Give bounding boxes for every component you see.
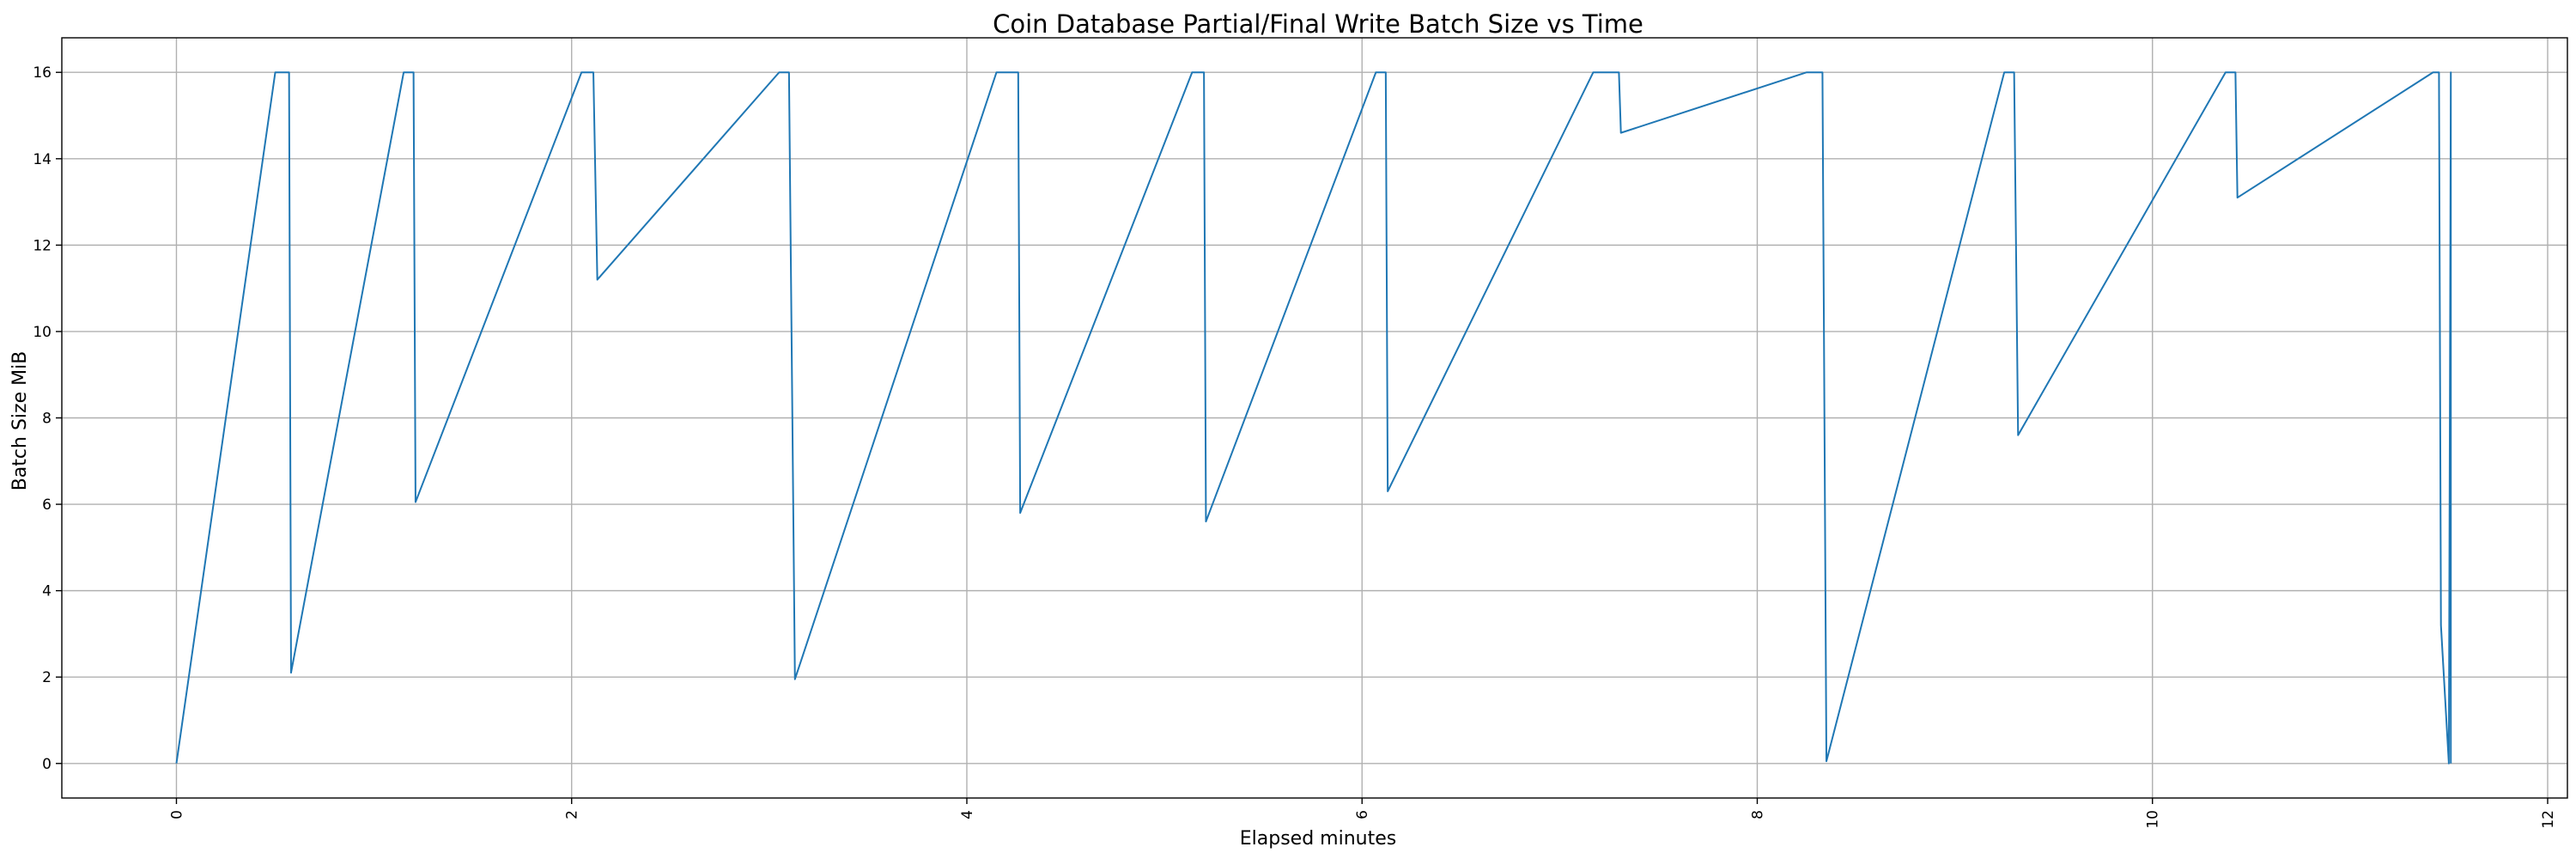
x-tick-label: 0 [168, 810, 185, 819]
x-tick-label: 6 [1354, 810, 1371, 819]
x-tick-label: 12 [2540, 810, 2557, 829]
series-line [175, 71, 2452, 765]
y-tick-label: 6 [42, 497, 52, 514]
y-tick-label: 8 [42, 411, 52, 428]
x-tick-label: 4 [959, 810, 976, 819]
y-tick-label: 14 [33, 151, 52, 168]
x-axis-label: Elapsed minutes [1240, 828, 1396, 850]
y-tick-label: 16 [33, 64, 52, 82]
grid-lines [62, 38, 2567, 798]
y-tick-label: 12 [33, 237, 52, 254]
x-tick-label: 10 [2145, 810, 2162, 829]
y-tick-label: 2 [42, 669, 52, 686]
x-tick-label: 8 [1749, 810, 1766, 819]
chart-title: Coin Database Partial/Final Write Batch … [993, 9, 1643, 39]
x-tick-label: 2 [564, 810, 581, 819]
axis-ticks: 0 2 4 6 8 10 12 0 2 4 6 8 10 12 14 16 [33, 64, 2557, 828]
y-tick-label: 0 [42, 756, 52, 773]
y-tick-label: 10 [33, 324, 52, 341]
y-tick-label: 4 [42, 583, 52, 600]
y-axis-label: Batch Size MiB [9, 351, 31, 491]
